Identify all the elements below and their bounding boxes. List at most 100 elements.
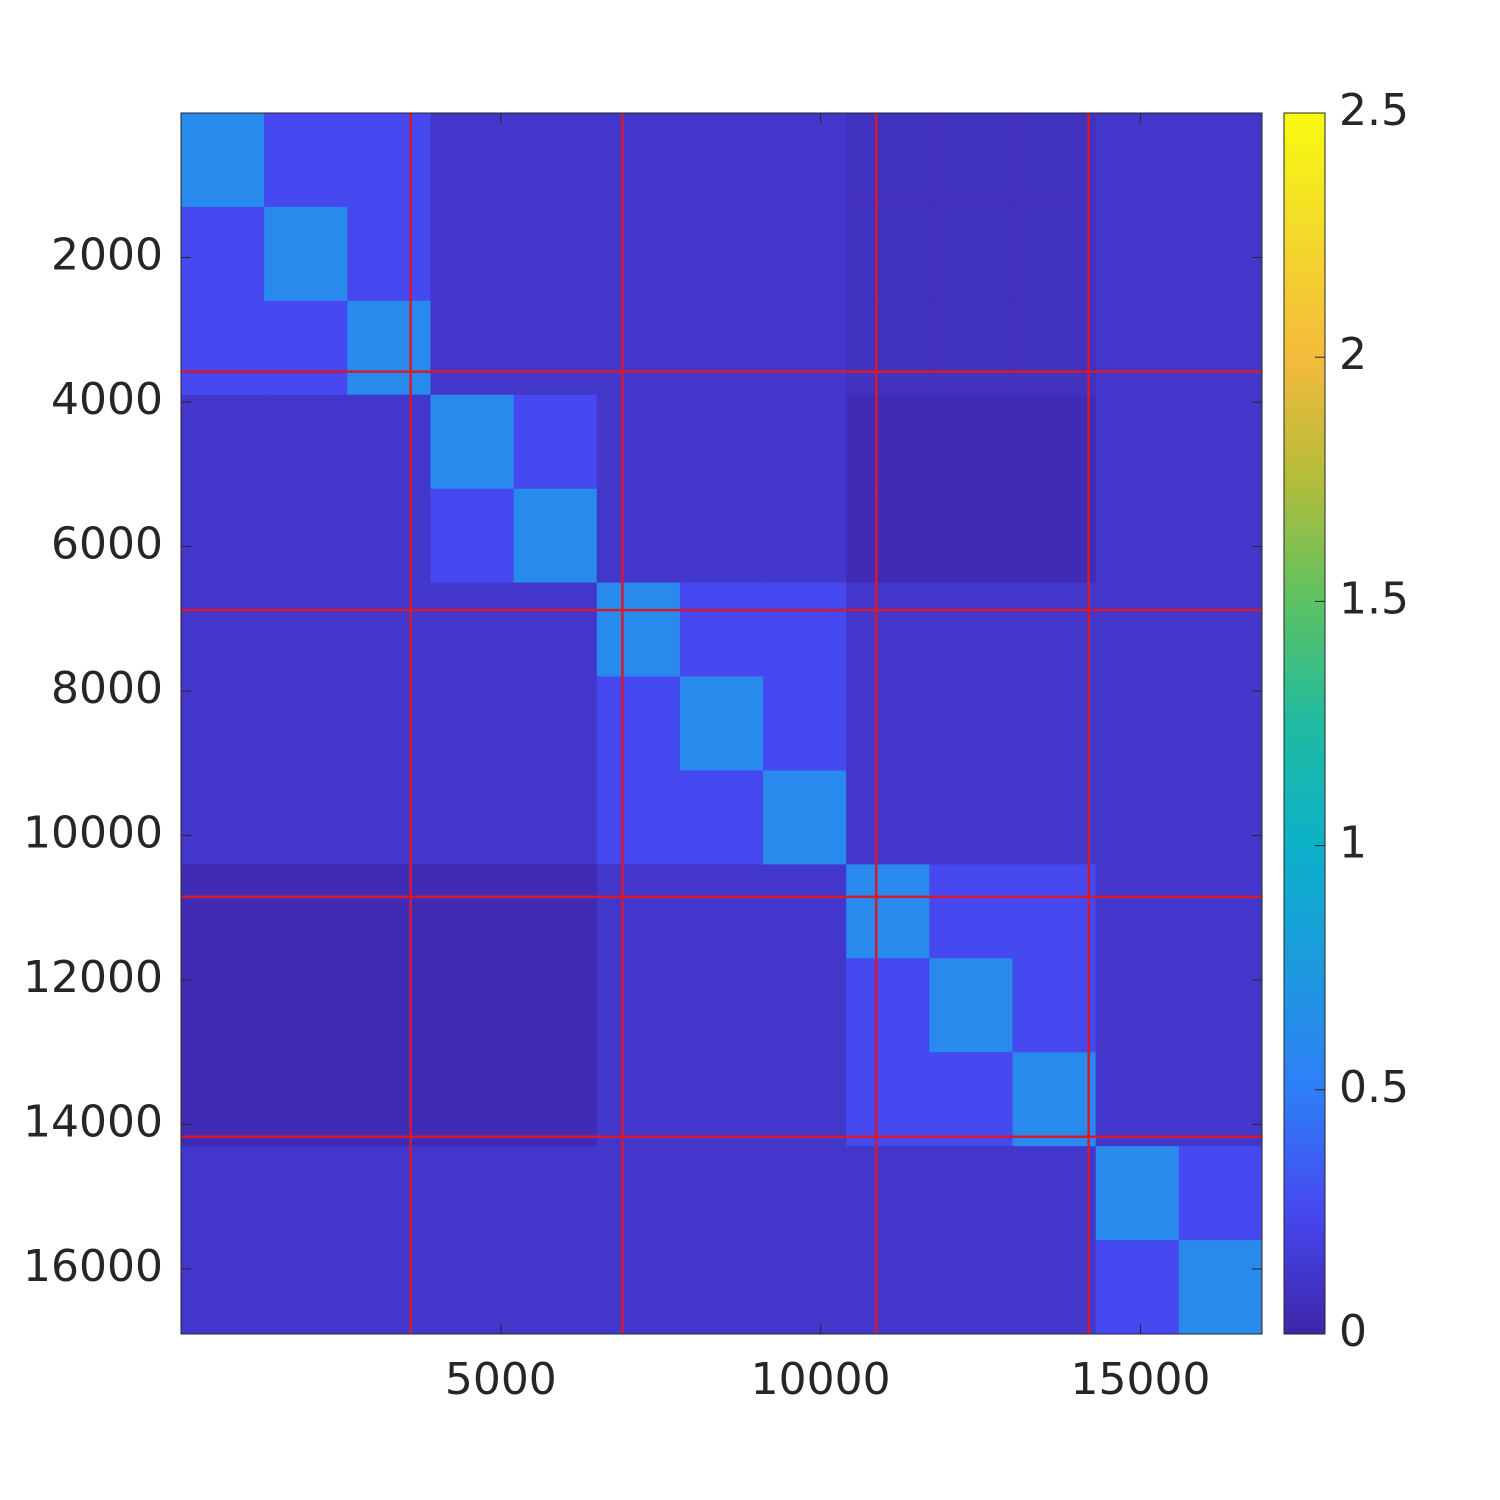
heatmap-cell — [679, 206, 764, 302]
heatmap-cell — [347, 676, 431, 771]
heatmap-cell — [929, 770, 1014, 865]
heatmap-cell — [763, 770, 847, 865]
heatmap-cell — [1012, 206, 1097, 302]
heatmap-cell — [181, 300, 265, 396]
heatmap-cell — [1178, 770, 1262, 865]
heatmap-cell — [347, 864, 431, 959]
heatmap-cell — [347, 958, 431, 1053]
heatmap-cell — [347, 1240, 431, 1334]
heatmap-cell — [347, 300, 431, 396]
heatmap-cell — [1178, 1240, 1262, 1334]
y-tick-label: 10000 — [23, 807, 163, 858]
heatmap-cell — [596, 113, 681, 208]
heatmap-cell — [181, 206, 265, 302]
y-tick-label: 14000 — [23, 1096, 163, 1147]
heatmap-cell — [679, 1052, 764, 1147]
heatmap-cell — [430, 1240, 515, 1334]
heatmap-cell — [1095, 488, 1180, 584]
heatmap-cell — [181, 864, 265, 959]
heatmap-cell — [929, 113, 1014, 208]
heatmap-cell — [513, 394, 598, 490]
heatmap-cell — [929, 1240, 1014, 1334]
heatmap-cell — [513, 300, 598, 396]
heatmap-cell — [846, 582, 930, 678]
heatmap-cell — [1012, 1052, 1097, 1147]
heatmap-cell — [763, 1146, 847, 1241]
heatmap-cell — [1178, 958, 1262, 1053]
heatmap-cell — [929, 582, 1014, 678]
heatmap-cell — [596, 676, 681, 771]
heatmap-cell — [513, 770, 598, 865]
heatmap-cell — [513, 958, 598, 1053]
heatmap-cell — [1095, 864, 1180, 959]
heatmap-cell — [430, 1052, 515, 1147]
heatmap-cell — [596, 300, 681, 396]
heatmap-cell — [430, 770, 515, 865]
heatmap-cell — [430, 1146, 515, 1241]
heatmap-cell — [929, 1146, 1014, 1241]
heatmap-cell — [1012, 394, 1097, 490]
heatmap-cell — [929, 300, 1014, 396]
heatmap-cell — [846, 864, 930, 959]
heatmap-cell — [513, 113, 598, 208]
heatmap-cell — [846, 770, 930, 865]
heatmap-cell — [596, 488, 681, 584]
heatmap-cell — [679, 770, 764, 865]
heatmap-cell — [1178, 676, 1262, 771]
heatmap-cell — [679, 1146, 764, 1241]
heatmap-cell — [264, 770, 348, 865]
heatmap-cell — [347, 206, 431, 302]
heatmap-cell — [513, 488, 598, 584]
heatmap-cell — [347, 113, 431, 208]
heatmap-cell — [1012, 864, 1097, 959]
colorbar-tick-label: 2 — [1339, 329, 1367, 380]
heatmap-cell — [763, 1052, 847, 1147]
heatmap-cell — [1095, 1240, 1180, 1334]
heatmap-cell — [596, 770, 681, 865]
heatmap-cell — [430, 488, 515, 584]
heatmap-cell — [1095, 676, 1180, 771]
heatmap-cell — [1012, 676, 1097, 771]
heatmap-cell — [846, 488, 930, 584]
heatmap-cell — [430, 300, 515, 396]
x-tick-label: 5000 — [445, 1354, 557, 1405]
heatmap-cell — [929, 1052, 1014, 1147]
heatmap-cell — [1095, 1146, 1180, 1241]
heatmap-cell — [430, 206, 515, 302]
heatmap-cell — [181, 488, 265, 584]
heatmap-cell — [679, 864, 764, 959]
heatmap-cell — [763, 300, 847, 396]
heatmap-cell — [763, 113, 847, 208]
y-tick-label: 8000 — [51, 663, 163, 714]
heatmap-cell — [763, 582, 847, 678]
heatmap-cell — [347, 1146, 431, 1241]
heatmap-cell — [846, 958, 930, 1053]
heatmap-cell — [679, 958, 764, 1053]
heatmap-cell — [264, 206, 348, 302]
heatmap-cell — [264, 1240, 348, 1334]
heatmap-cell — [264, 113, 348, 208]
y-tick-label: 4000 — [51, 374, 163, 425]
heatmap-cell — [846, 1240, 930, 1334]
heatmap-cell — [1178, 1052, 1262, 1147]
heatmap-cell — [1012, 488, 1097, 584]
heatmap-cell — [1178, 488, 1262, 584]
heatmap-cell — [1178, 582, 1262, 678]
heatmap-cell — [1012, 1240, 1097, 1334]
heatmap-cell — [513, 582, 598, 678]
heatmap-cell — [430, 113, 515, 208]
heatmap-cell — [1012, 113, 1097, 208]
heatmap-cell — [929, 864, 1014, 959]
y-tick-label: 16000 — [23, 1241, 163, 1292]
heatmap-cell — [596, 958, 681, 1053]
heatmap-cell — [846, 113, 930, 208]
heatmap-cell — [430, 958, 515, 1053]
heatmap-cell — [1095, 206, 1180, 302]
heatmap-cell — [763, 958, 847, 1053]
heatmap-cell — [679, 300, 764, 396]
heatmap-cell — [1095, 1052, 1180, 1147]
plot-frame — [180, 112, 1263, 1335]
heatmap-cell — [929, 958, 1014, 1053]
